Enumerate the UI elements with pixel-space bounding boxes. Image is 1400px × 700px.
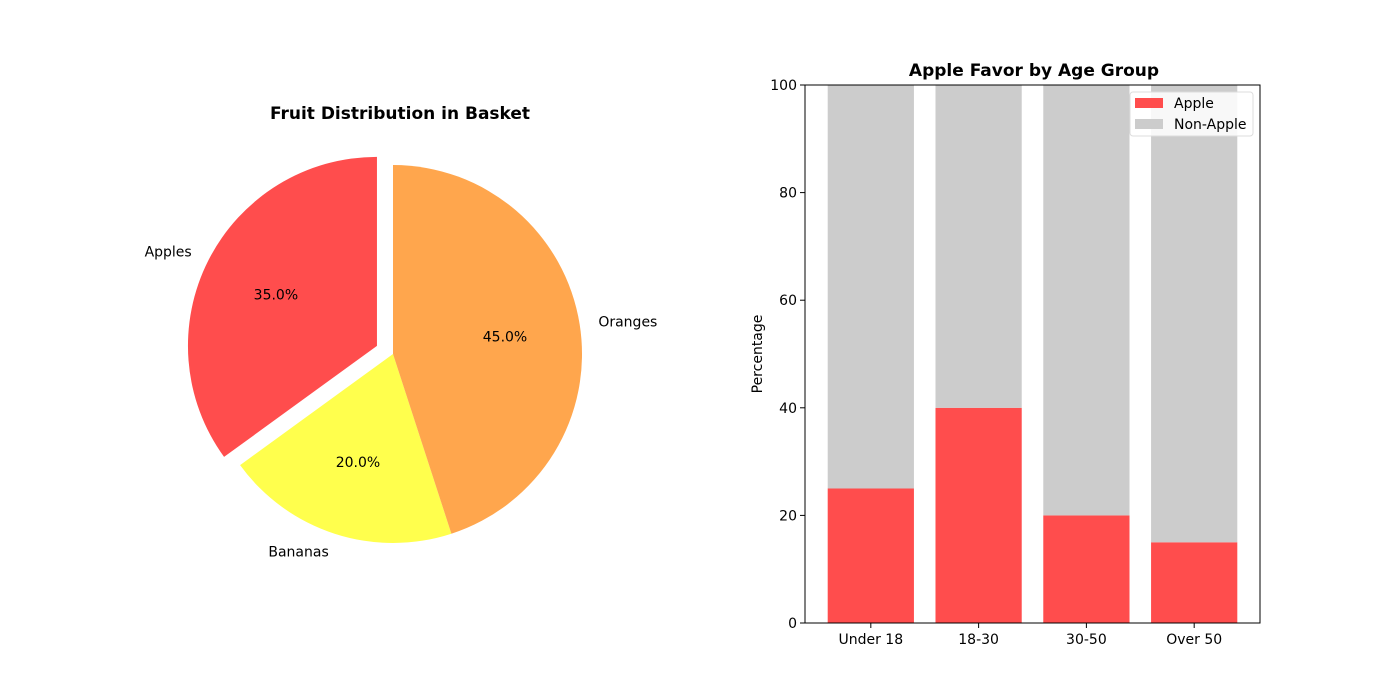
- bar-apple-1: [935, 407, 1022, 623]
- y-tick-label: 80: [779, 186, 797, 202]
- y-axis-label: Percentage: [750, 315, 766, 394]
- legend-label: Apple: [1174, 96, 1214, 112]
- pie-pct-oranges: 45.0%: [483, 329, 527, 345]
- legend-swatch: [1135, 98, 1163, 108]
- y-tick-label: 40: [779, 401, 797, 417]
- x-tick-label: 18-30: [958, 632, 999, 648]
- bar-title: Apple Favor by Age Group: [909, 61, 1159, 81]
- pie-label-oranges: Oranges: [598, 314, 657, 330]
- bar-apple-2: [1043, 515, 1130, 623]
- y-tick-label: 0: [788, 616, 797, 632]
- pie-slice-oranges: [393, 165, 582, 534]
- x-tick-label: Over 50: [1166, 632, 1222, 648]
- bar-non-apple-3: [1151, 85, 1238, 543]
- pie-pct-apples: 35.0%: [254, 287, 298, 303]
- bar-apple-3: [1151, 542, 1238, 623]
- bar-non-apple-0: [827, 85, 914, 489]
- pie-label-bananas: Bananas: [268, 545, 328, 561]
- pie-chart: Fruit Distribution in Basket Apples 35.0%…: [145, 104, 658, 561]
- x-tick-label: 30-50: [1066, 632, 1107, 648]
- bar-non-apple-1: [935, 85, 1022, 408]
- bar-non-apple-2: [1043, 85, 1130, 516]
- plot-frame: [804, 84, 1261, 624]
- y-tick-label: 60: [779, 293, 797, 309]
- y-tick-label: 100: [770, 78, 797, 94]
- bar-chart: Apple Favor by Age Group Percentage Unde…: [750, 61, 1261, 648]
- pie-slice-apples: [187, 156, 377, 457]
- bar-marks: [827, 85, 1238, 623]
- pie-title: Fruit Distribution in Basket: [270, 104, 530, 124]
- legend-label: Non-Apple: [1174, 117, 1247, 133]
- y-tick-label: 20: [779, 508, 797, 524]
- x-tick-label: Under 18: [838, 632, 903, 648]
- pie-slice-bananas: [240, 354, 452, 543]
- pie-label-apples: Apples: [145, 244, 192, 260]
- pie-labels: Apples 35.0% Bananas 20.0% Oranges 45.0%: [145, 244, 658, 560]
- bar-axes: Under 18 18-30 30-50 Over 50 0 20 40 60 80 100: [770, 78, 1261, 648]
- legend: Apple Non-Apple: [1129, 91, 1254, 137]
- pie-slices: [187, 156, 582, 543]
- bar-apple-0: [827, 488, 914, 623]
- legend-swatch: [1135, 119, 1163, 129]
- pie-pct-bananas: 20.0%: [336, 455, 380, 471]
